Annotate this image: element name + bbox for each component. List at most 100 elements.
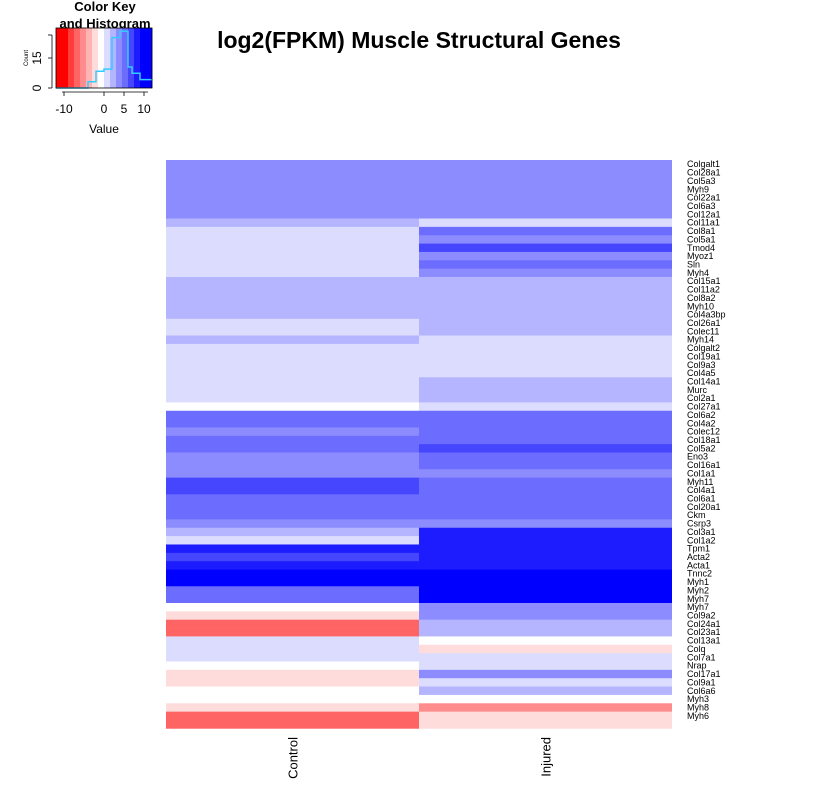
heatmap-cell	[166, 343, 419, 353]
color-key-swatch	[134, 28, 141, 88]
row-label: Myh9	[687, 184, 709, 194]
heatmap-cell	[419, 201, 672, 211]
row-label: Colq	[687, 644, 706, 654]
heatmap-cell	[419, 385, 672, 395]
heatmap-cell	[166, 561, 419, 570]
heatmap-cell	[166, 485, 419, 495]
color-key-swatch	[92, 28, 99, 88]
row-label: Col4a5	[687, 368, 716, 378]
color-key-swatch	[62, 28, 69, 88]
heatmap-cell	[166, 711, 419, 721]
heatmap-cell	[166, 619, 419, 629]
color-key-x-tick-label: -10	[55, 102, 73, 116]
row-label: Colec11	[687, 326, 719, 336]
heatmap-cell	[419, 602, 672, 612]
row-label: Acta1	[687, 560, 710, 570]
heatmap-cell	[419, 310, 672, 320]
heatmap-cell	[166, 327, 419, 336]
row-label: Tnnc2	[687, 569, 712, 579]
heatmap-cell	[419, 251, 672, 261]
row-label: Col5a1	[687, 234, 716, 244]
color-key-title-line1: Color Key	[74, 0, 136, 14]
row-label: Col6a3	[687, 201, 716, 211]
row-label: Myh8	[687, 702, 709, 712]
heatmap-cell	[166, 686, 419, 696]
color-key-x-tick-label: 5	[121, 102, 128, 116]
heatmap-cell	[166, 435, 419, 445]
row-label: Col28a1	[687, 168, 721, 178]
row-label: Myh7	[687, 594, 709, 604]
row-label: Col26a1	[687, 318, 721, 328]
row-label: Myh2	[687, 585, 709, 595]
row-label: Myoz1	[687, 251, 714, 261]
row-label: Col1a2	[687, 535, 716, 545]
color-key-title-line2: and Histogram	[59, 16, 150, 31]
color-key-swatch	[116, 28, 123, 88]
heatmap-cell	[419, 460, 672, 470]
heatmap-cell	[166, 527, 419, 537]
heatmap-cell	[166, 410, 419, 420]
heatmap-cell	[419, 377, 672, 387]
heatmap-cell	[419, 226, 672, 236]
row-label: Myh10	[687, 301, 714, 311]
row-label: Eno3	[687, 452, 708, 462]
heatmap-cell	[419, 536, 672, 545]
heatmap-cell	[166, 519, 419, 529]
heatmap-cell	[419, 268, 672, 278]
heatmap-cell	[419, 327, 672, 336]
heatmap-cell	[419, 427, 672, 437]
heatmap-cell	[166, 210, 419, 219]
row-label: Murc	[687, 385, 707, 395]
heatmap-cell	[419, 720, 672, 729]
heatmap-cell	[419, 360, 672, 370]
heatmap-cell	[419, 277, 672, 286]
row-label: Col5a2	[687, 443, 716, 453]
row-label: Col16a1	[687, 460, 721, 470]
chart-title: log2(FPKM) Muscle Structural Genes	[217, 27, 621, 53]
column-label: Control	[286, 737, 301, 779]
heatmap-cell	[166, 185, 419, 194]
heatmap-cell	[419, 293, 672, 303]
color-key-swatch	[80, 28, 87, 88]
column-label: Injured	[539, 737, 554, 777]
heatmap-cell	[419, 519, 672, 529]
heatmap-cell	[419, 678, 672, 687]
histogram-line	[56, 30, 152, 89]
color-key-histogram	[56, 30, 152, 89]
heatmap-cell	[166, 394, 419, 403]
row-label: Col4a2	[687, 418, 716, 428]
row-label: Colgalt2	[687, 343, 720, 353]
color-key-y-tick-label: 0	[30, 84, 44, 91]
row-label: Tpm1	[687, 544, 710, 554]
heatmap-cell	[166, 160, 419, 169]
row-label: Col6a2	[687, 410, 716, 420]
heatmap-cell	[166, 335, 419, 345]
heatmap-cell	[419, 243, 672, 253]
row-label: Csrp3	[687, 519, 711, 529]
heatmap-cell	[166, 235, 419, 244]
heatmap-cell	[419, 218, 672, 228]
row-label: Col11a2	[687, 285, 720, 295]
heatmap-cell	[419, 260, 672, 270]
heatmap-cell	[419, 577, 672, 587]
row-label: Ckm	[687, 510, 706, 520]
row-label: Col4a1	[687, 485, 716, 495]
row-label: Col27a1	[687, 402, 721, 412]
heatmap-cell	[166, 494, 419, 504]
heatmap-cell	[166, 285, 419, 295]
row-label: Col22a1	[687, 193, 721, 203]
color-key-x-tick-label: 0	[101, 102, 108, 116]
heatmap-cell	[419, 644, 672, 654]
heatmap-cell	[166, 251, 419, 261]
heatmap-cell	[419, 343, 672, 353]
heatmap-cell	[166, 176, 419, 186]
heatmap-cell	[419, 569, 672, 579]
row-label: Col6a1	[687, 494, 716, 504]
heatmap-cell	[166, 243, 419, 253]
heatmap-cell	[419, 711, 672, 721]
row-label: Col15a1	[687, 276, 721, 286]
heatmap-cell	[166, 644, 419, 654]
heatmap-cell	[419, 619, 672, 629]
heatmap-cell	[166, 577, 419, 587]
